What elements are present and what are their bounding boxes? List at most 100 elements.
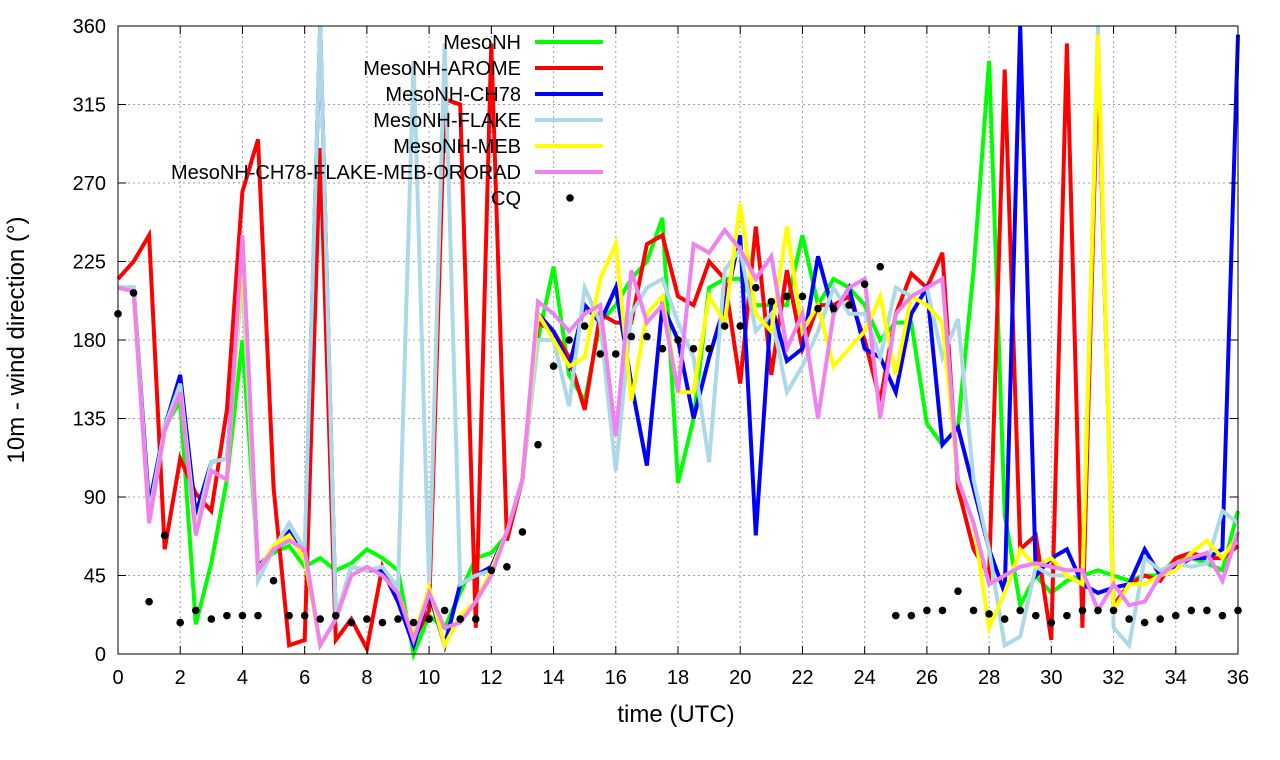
data-point — [487, 566, 496, 575]
data-point — [954, 587, 962, 595]
legend-label: MesoNH-CH78-FLAKE-MEB-ORORAD — [171, 162, 521, 184]
data-point — [798, 292, 807, 301]
x-tick-label: 4 — [237, 667, 248, 689]
data-point — [923, 606, 931, 615]
y-tick-label: 225 — [73, 252, 106, 274]
data-point — [736, 322, 745, 330]
y-tick-label: 270 — [73, 173, 106, 195]
series-layer — [114, 25, 1242, 662]
data-point — [503, 562, 511, 571]
data-point — [456, 615, 465, 623]
data-point — [331, 611, 340, 620]
data-point — [378, 618, 387, 627]
x-tick-label: 30 — [1040, 667, 1062, 689]
legend-entry: MesoNH-FLAKE — [373, 110, 603, 132]
data-point — [1187, 606, 1196, 615]
x-tick-label: 2 — [175, 667, 186, 689]
legend-marker — [566, 194, 574, 202]
data-point — [969, 606, 978, 615]
y-tick-label: 45 — [84, 566, 106, 588]
data-point — [720, 322, 729, 330]
data-point — [643, 332, 651, 341]
x-tick-label: 14 — [542, 667, 564, 689]
data-point — [145, 597, 153, 606]
x-tick-label: 32 — [1102, 667, 1124, 689]
data-point — [549, 362, 558, 370]
legend-entry: MesoNH — [443, 32, 603, 54]
data-point — [783, 292, 791, 301]
data-point — [596, 350, 605, 358]
data-point — [1140, 618, 1149, 627]
data-point — [129, 289, 138, 297]
data-point — [160, 531, 169, 540]
data-point — [860, 280, 869, 288]
x-tick-label: 24 — [854, 667, 876, 689]
data-point — [285, 611, 293, 620]
legend-entry: CQ — [491, 188, 574, 210]
data-point — [223, 611, 231, 620]
x-tick-label: 34 — [1165, 667, 1187, 689]
data-point — [347, 618, 356, 627]
series-line-mesonh-ch78-flake-meb-ororad — [117, 226, 1240, 652]
data-point — [191, 606, 200, 615]
data-point — [985, 610, 993, 618]
y-tick-label: 315 — [73, 95, 106, 117]
data-point — [674, 336, 682, 344]
data-point — [238, 611, 247, 620]
data-point — [814, 304, 822, 313]
legend-entry: MesoNH-CH78 — [385, 84, 603, 106]
x-tick-label: 26 — [916, 667, 938, 689]
legend-label: CQ — [491, 188, 521, 210]
x-tick-label: 36 — [1227, 667, 1249, 689]
data-point — [689, 344, 698, 353]
data-point — [938, 606, 947, 615]
data-point — [425, 615, 433, 623]
x-tick-label: 0 — [112, 667, 123, 689]
data-point — [611, 350, 620, 358]
legend-label: MesoNH-MEB — [393, 136, 521, 158]
x-tick-label: 20 — [729, 667, 751, 689]
data-point — [705, 344, 713, 353]
legend-label: MesoNH — [443, 32, 521, 54]
x-tick-label: 12 — [480, 667, 502, 689]
series-line-mesonh-arome — [116, 43, 1240, 655]
legend-entry: MesoNH-CH78-FLAKE-MEB-ORORAD — [171, 162, 603, 184]
data-point — [876, 262, 885, 271]
legend-entry: MesoNH-MEB — [393, 136, 603, 158]
y-tick-label: 90 — [84, 487, 106, 509]
data-point — [1218, 611, 1227, 620]
data-point — [658, 344, 667, 353]
data-point — [1031, 611, 1040, 620]
x-tick-label: 8 — [361, 667, 372, 689]
data-point — [176, 618, 185, 627]
y-tick-label: 180 — [73, 330, 106, 352]
data-point — [363, 615, 371, 623]
data-point — [1063, 611, 1071, 620]
data-point — [907, 611, 916, 620]
data-point — [518, 528, 527, 536]
data-point — [829, 304, 838, 313]
y-tick-label: 360 — [73, 16, 106, 38]
data-point — [1094, 606, 1102, 615]
y-axis-title: 10m - wind direction (°) — [3, 216, 30, 463]
data-point — [767, 297, 776, 306]
data-point — [845, 301, 853, 309]
data-point — [1000, 615, 1009, 623]
x-axis-title: time (UTC) — [617, 701, 734, 728]
data-point — [751, 283, 760, 292]
data-point — [1109, 606, 1118, 615]
data-point — [409, 618, 418, 627]
data-point — [1156, 615, 1165, 623]
legend-entry: MesoNH-AROME — [363, 58, 603, 80]
data-point — [254, 611, 262, 620]
data-point — [1203, 606, 1211, 615]
data-point — [471, 615, 480, 623]
legend-label: MesoNH-CH78 — [385, 84, 521, 106]
data-point — [580, 322, 589, 330]
y-tick-label: 135 — [73, 409, 106, 431]
legend: MesoNH MesoNH-AROME MesoNH-CH78 MesoNH-FLAK… — [171, 32, 603, 210]
data-point — [440, 606, 449, 615]
y-tick-label: 0 — [95, 644, 106, 666]
series-cq — [114, 262, 1242, 627]
